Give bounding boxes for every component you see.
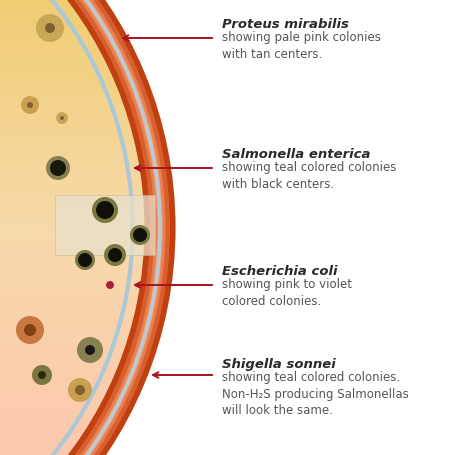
Circle shape: [92, 197, 118, 223]
Circle shape: [46, 156, 70, 180]
Circle shape: [85, 345, 95, 355]
Circle shape: [75, 250, 95, 270]
Circle shape: [133, 228, 147, 242]
Circle shape: [130, 225, 150, 245]
Circle shape: [108, 248, 122, 262]
Circle shape: [36, 14, 64, 42]
Circle shape: [104, 244, 126, 266]
Text: showing pink to violet
colored colonies.: showing pink to violet colored colonies.: [222, 278, 352, 308]
Bar: [55, 195, 155, 255]
Circle shape: [75, 385, 85, 395]
Text: showing teal colored colonies
with black centers.: showing teal colored colonies with black…: [222, 162, 396, 191]
Text: Escherichia coli: Escherichia coli: [222, 265, 337, 278]
Circle shape: [27, 102, 33, 108]
Circle shape: [106, 281, 114, 289]
Circle shape: [38, 371, 46, 379]
Text: Proteus mirabilis: Proteus mirabilis: [222, 18, 349, 31]
Circle shape: [68, 378, 92, 402]
Circle shape: [56, 112, 68, 124]
Text: showing teal colored colonies.
Non-H₂S producing Salmonellas
will look the same.: showing teal colored colonies. Non-H₂S p…: [222, 371, 409, 417]
Text: Shigella sonnei: Shigella sonnei: [222, 358, 336, 371]
Circle shape: [21, 96, 39, 114]
Circle shape: [96, 201, 114, 219]
Circle shape: [50, 160, 66, 176]
Circle shape: [60, 116, 64, 120]
Circle shape: [32, 365, 52, 385]
Circle shape: [16, 316, 44, 344]
Circle shape: [78, 253, 92, 267]
Text: showing pale pink colonies
with tan centers.: showing pale pink colonies with tan cent…: [222, 31, 381, 61]
Circle shape: [45, 23, 55, 33]
Circle shape: [24, 324, 36, 336]
Text: Salmonella enterica: Salmonella enterica: [222, 148, 371, 161]
Circle shape: [77, 337, 103, 363]
